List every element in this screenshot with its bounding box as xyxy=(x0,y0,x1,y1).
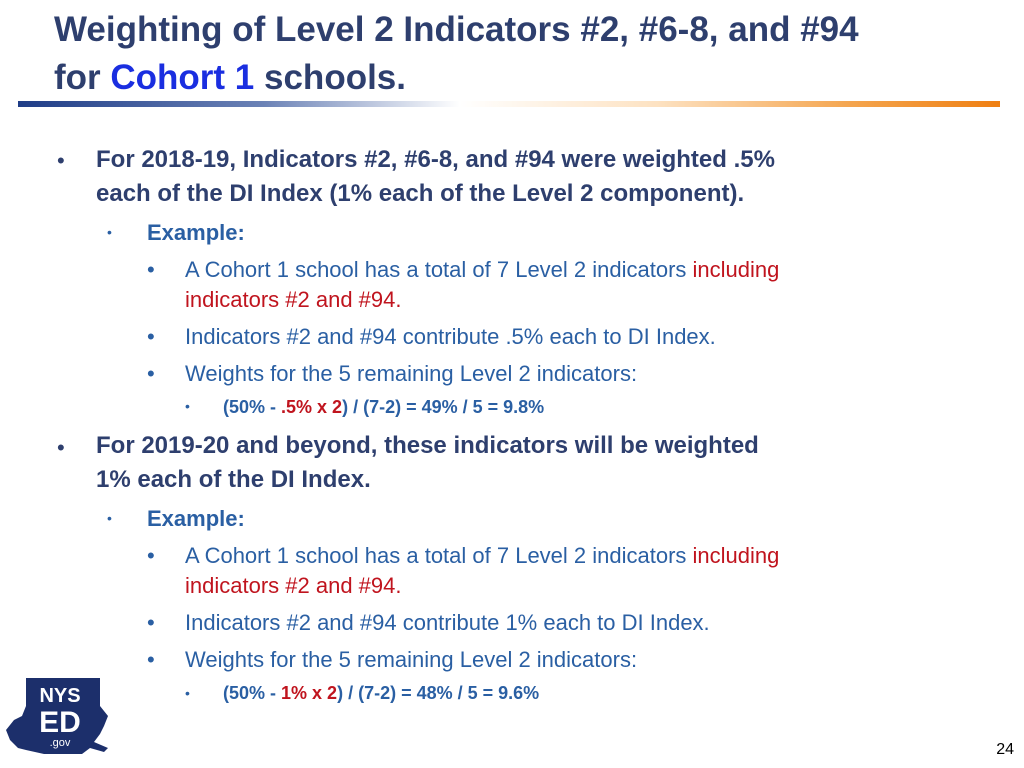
section1-formula-part1: (50% - xyxy=(223,397,282,417)
title-line2-prefix: for xyxy=(54,58,111,97)
section2-heading-line2: 1% each of the DI Index. xyxy=(96,466,371,493)
section1-bullet: • xyxy=(57,148,65,173)
section1-formula-part2: ) / (7-2) = 49% / 5 = 9.8% xyxy=(342,397,545,417)
logo-ed-text: ED xyxy=(39,706,81,739)
section1-example-bullet: • xyxy=(107,224,112,240)
page-number: 24 xyxy=(996,741,1014,758)
section1-formula-red: .5% x 2 xyxy=(281,397,343,417)
section2-item2: Indicators #2 and #94 contribute 1% each… xyxy=(185,610,710,635)
section2-item1-text: A Cohort 1 school has a total of 7 Level… xyxy=(185,543,693,568)
section2-heading-line1: For 2019-20 and beyond, these indicators… xyxy=(96,432,759,459)
section1-item1-red: including xyxy=(692,257,780,282)
section1-item1-text: A Cohort 1 school has a total of 7 Level… xyxy=(185,257,693,282)
section2-item2-bullet: • xyxy=(147,610,155,635)
section2-item1-red: including xyxy=(692,543,780,568)
slide-title: Weighting of Level 2 Indicators #2, #6-8… xyxy=(54,6,994,102)
section1-item2: Indicators #2 and #94 contribute .5% eac… xyxy=(185,324,716,349)
section2-example-label: Example: xyxy=(147,506,245,531)
section2-formula-part2: ) / (7-2) = 48% / 5 = 9.6% xyxy=(337,683,540,703)
section2-formula-part1: (50% - xyxy=(223,683,282,703)
section2-formula-bullet: • xyxy=(185,685,190,701)
section2-item1-bullet: • xyxy=(147,543,155,568)
section1-heading-line2: each of the DI Index (1% each of the Lev… xyxy=(96,180,745,207)
section2-item3: Weights for the 5 remaining Level 2 indi… xyxy=(185,647,638,672)
section2-formula-red: 1% x 2 xyxy=(281,683,338,703)
section1-item3: Weights for the 5 remaining Level 2 indi… xyxy=(185,361,638,386)
section1-formula-bullet: • xyxy=(185,398,190,414)
section1-example-label: Example: xyxy=(147,220,245,245)
section2-item1-line1: A Cohort 1 school has a total of 7 Level… xyxy=(185,543,779,569)
title-line1: Weighting of Level 2 Indicators #2, #6-8… xyxy=(54,10,859,49)
section1-item2-bullet: • xyxy=(147,324,155,349)
logo-nys-text: NYS xyxy=(39,685,80,707)
section2-item1-line2: indicators #2 and #94. xyxy=(185,573,402,598)
section2-item3-bullet: • xyxy=(147,647,155,672)
title-cohort-accent: Cohort 1 xyxy=(110,58,255,97)
section1-item1-bullet: • xyxy=(147,257,155,282)
section2-bullet: • xyxy=(57,435,65,460)
logo-gov-text: .gov xyxy=(50,737,71,749)
title-line2-suffix: schools. xyxy=(254,58,406,97)
section2-example-bullet: • xyxy=(107,510,112,526)
section1-item1-line2: indicators #2 and #94. xyxy=(185,287,402,312)
section1-heading-line1: For 2018-19, Indicators #2, #6-8, and #9… xyxy=(96,146,775,173)
section2-formula: (50% - 1% x 2) / (7-2) = 48% / 5 = 9.6% xyxy=(223,683,539,704)
nysed-logo: NYS ED .gov xyxy=(6,678,108,754)
section1-formula: (50% - .5% x 2) / (7-2) = 49% / 5 = 9.8% xyxy=(223,397,544,418)
section1-item1-line1: A Cohort 1 school has a total of 7 Level… xyxy=(185,257,779,283)
section1-item3-bullet: • xyxy=(147,361,155,386)
title-gradient-rule xyxy=(18,101,1000,107)
